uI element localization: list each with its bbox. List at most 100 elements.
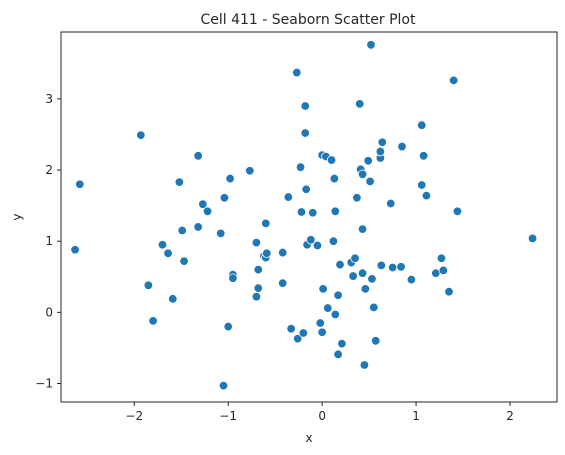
scatter-point [215, 228, 226, 239]
scatter-point [277, 247, 288, 258]
scatter-point [365, 176, 375, 187]
scatter-point [417, 180, 427, 190]
scatter-point [335, 259, 345, 270]
scatter-point [315, 318, 325, 328]
scatter-point [318, 284, 328, 294]
scatter-point [157, 240, 168, 250]
scatter-point [337, 338, 347, 349]
scatter-point [253, 283, 263, 293]
scatter-point [251, 237, 262, 248]
scatter-point [163, 248, 173, 258]
scatter-point [370, 336, 381, 346]
scatter-point [418, 151, 429, 161]
scatter-point [360, 284, 371, 294]
chart-title: Cell 411 - Seaborn Scatter Plot [200, 12, 416, 28]
scatter-point [323, 303, 333, 313]
scatter-point [300, 128, 310, 138]
scatter-point [357, 268, 368, 278]
scatter-point [179, 256, 189, 266]
scatter-point [369, 302, 379, 313]
x-tick-label: 2 [506, 409, 514, 423]
scatter-point [452, 206, 463, 217]
y-tick-label: −1 [35, 377, 53, 391]
scatter-point [397, 141, 407, 152]
scatter-point [357, 169, 368, 180]
scatter-point [308, 208, 318, 218]
scatter-point [417, 120, 427, 130]
scatter-point [436, 253, 447, 263]
scatter-point [277, 278, 288, 288]
y-tick-label: 3 [45, 92, 53, 106]
scatter-point [253, 264, 263, 275]
scatter-point [292, 67, 302, 78]
scatter-point [219, 193, 230, 203]
plot-area [60, 31, 558, 403]
scatter-point [406, 274, 417, 285]
scatter-point [296, 207, 307, 217]
scatter-point [225, 173, 235, 184]
scatter-point [70, 245, 80, 255]
scatter-point [444, 287, 454, 297]
x-tick-label: −2 [125, 409, 143, 423]
scatter-point [355, 99, 365, 109]
scatter-point [75, 179, 85, 189]
scatter-point [223, 321, 233, 332]
scatter-point [306, 235, 316, 245]
scatter-point [329, 173, 340, 184]
y-tick-label: 2 [45, 163, 53, 177]
scatter-point [386, 198, 396, 209]
scatter-point [312, 240, 323, 251]
scatter-point [352, 193, 362, 203]
scatter-point [350, 253, 360, 263]
scatter-point [218, 380, 229, 391]
scatter-point [262, 248, 272, 258]
scatter-point [293, 333, 303, 344]
scatter-point [228, 273, 238, 283]
scatter-point [333, 349, 343, 360]
scatter-point [300, 101, 310, 111]
scatter-point [198, 199, 208, 209]
scatter-point [333, 290, 343, 300]
scatter-point [298, 328, 309, 338]
scatter-point [283, 192, 294, 202]
scatter-point [357, 224, 368, 234]
y-axis-label: y [10, 213, 24, 220]
scatter-point [261, 218, 271, 229]
scatter-point [301, 184, 311, 194]
x-tick-label: −1 [219, 409, 237, 423]
scatter-point [366, 40, 376, 50]
scatter-point [251, 291, 262, 302]
y-axis: −1 0 1 2 3 [35, 92, 61, 391]
scatter-point [527, 233, 538, 244]
scatter-point [387, 262, 398, 273]
scatter-point [348, 271, 358, 281]
scatter-point [376, 260, 387, 271]
axes-frame [60, 31, 558, 403]
scatter-point [363, 156, 373, 166]
scatter-point [317, 327, 327, 337]
scatter-point [245, 166, 255, 176]
scatter-point [174, 177, 185, 187]
scatter-point [177, 225, 187, 236]
scatter-point [367, 274, 377, 284]
x-axis-label: x [305, 431, 312, 445]
scatter-point [377, 137, 387, 147]
scatter-point [148, 316, 158, 326]
scatter-point [202, 206, 213, 217]
x-tick-label: 1 [412, 409, 420, 423]
scatter-point [295, 162, 306, 172]
scatter-point [438, 265, 449, 276]
scatter-points [70, 40, 538, 391]
scatter-point [143, 280, 154, 291]
scatter-point [330, 206, 341, 217]
scatter-point [375, 146, 386, 157]
scatter-point [286, 324, 296, 334]
scatter-point [193, 222, 203, 232]
scatter-point [421, 190, 432, 201]
scatter-point [359, 360, 370, 370]
scatter-point [396, 262, 406, 272]
scatter-point [448, 75, 459, 86]
x-tick-label: 0 [318, 409, 326, 423]
